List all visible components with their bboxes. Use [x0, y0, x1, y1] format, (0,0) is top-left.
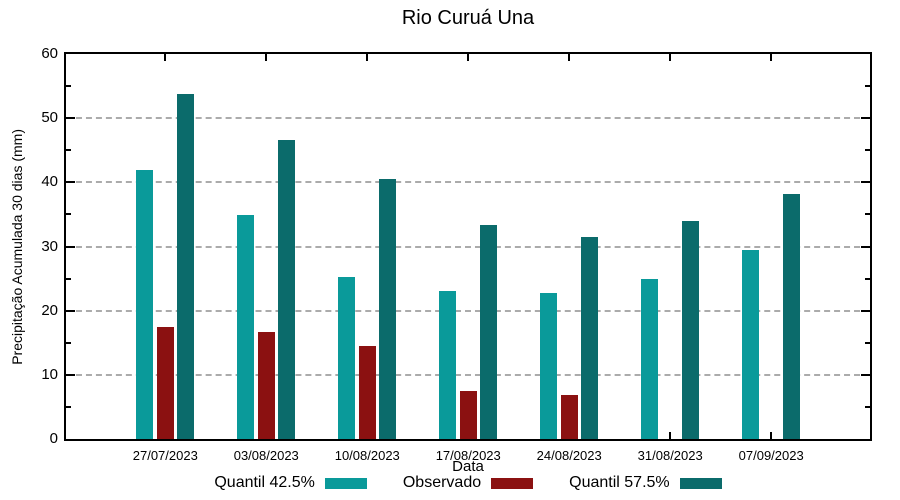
bar	[358, 345, 376, 439]
chart-title: Rio Curuá Una	[401, 7, 535, 29]
bar	[560, 394, 578, 439]
x-tick-label: 24/08/2023	[536, 448, 602, 463]
y-tick-mark	[66, 245, 75, 248]
legend-label: Quantil 42.5%	[214, 474, 315, 491]
bar	[439, 290, 457, 439]
y-tick-mark	[66, 373, 75, 376]
bar	[278, 139, 296, 439]
y-tick-mark	[66, 341, 71, 344]
x-tick-mark	[669, 54, 672, 61]
gridline	[66, 245, 870, 248]
x-tick-mark	[164, 54, 167, 61]
y-tick-mark	[865, 341, 870, 344]
bar	[581, 236, 599, 439]
x-tick-mark	[669, 432, 672, 439]
y-tick-label: 60	[41, 45, 58, 62]
bar	[540, 292, 558, 439]
bar	[379, 179, 397, 439]
x-tick-mark	[366, 54, 369, 61]
y-tick-label: 10	[41, 365, 58, 383]
legend-item: Quantil 42.5%	[214, 474, 367, 492]
y-tick-mark	[865, 277, 870, 280]
legend-swatch	[679, 477, 722, 489]
y-tick-mark	[66, 277, 71, 280]
gridline	[66, 181, 870, 184]
legend-label: Observado	[402, 474, 482, 491]
bar	[682, 221, 700, 439]
x-tick-mark	[467, 54, 470, 61]
legend-item: Observado	[402, 474, 534, 492]
x-tick-label: 10/08/2023	[334, 448, 400, 463]
x-tick-label: 17/08/2023	[435, 448, 501, 463]
x-tick-label: 27/07/2023	[132, 448, 198, 463]
bar	[156, 327, 174, 439]
legend: Quantil 42.5% Observado Quantil 57.5%	[64, 474, 872, 492]
x-tick-mark	[770, 432, 773, 439]
x-tick-label: 03/08/2023	[233, 448, 299, 463]
gridline	[66, 309, 870, 312]
x-tick-mark	[770, 54, 773, 61]
legend-item: Quantil 57.5%	[569, 474, 722, 492]
y-tick-mark	[66, 85, 71, 88]
y-tick-mark	[66, 149, 71, 152]
y-tick-mark	[861, 117, 870, 120]
y-tick-label: 0	[49, 430, 58, 447]
y-tick-mark	[861, 181, 870, 184]
y-tick-mark	[865, 85, 870, 88]
gridline	[66, 117, 870, 120]
x-tick-mark	[265, 54, 268, 61]
y-tick-mark	[66, 405, 71, 408]
bar	[459, 390, 477, 439]
y-tick-mark	[66, 117, 75, 120]
bar	[257, 331, 275, 439]
bar	[338, 277, 356, 439]
legend-swatch	[324, 477, 367, 489]
y-tick-mark	[865, 213, 870, 216]
bar	[480, 225, 498, 439]
bar	[641, 278, 659, 439]
y-tick-mark	[865, 405, 870, 408]
y-tick-mark	[66, 309, 75, 312]
x-axis-label: Data	[452, 458, 484, 475]
y-tick-label: 20	[41, 301, 58, 319]
x-tick-label: 07/09/2023	[738, 448, 804, 463]
bar	[742, 249, 760, 439]
legend-swatch	[491, 477, 534, 489]
legend-label: Quantil 57.5%	[569, 474, 670, 491]
y-tick-label: 50	[41, 109, 58, 127]
y-tick-mark	[861, 309, 870, 312]
x-tick-mark	[568, 54, 571, 61]
y-tick-mark	[66, 213, 71, 216]
x-tick-label: 31/08/2023	[637, 448, 703, 463]
bar	[237, 215, 255, 439]
gridline	[66, 373, 870, 376]
y-tick-mark	[861, 373, 870, 376]
y-tick-label: 30	[41, 237, 58, 255]
y-tick-label: 40	[41, 173, 58, 191]
y-tick-mark	[66, 181, 75, 184]
bar	[783, 193, 801, 439]
y-tick-mark	[861, 245, 870, 248]
bar	[177, 94, 195, 439]
plot-area: 27/07/2023 03/08/2023 10/08/2023 17/08/2023…	[41, 45, 872, 463]
bar	[136, 169, 154, 439]
y-tick-mark	[865, 149, 870, 152]
